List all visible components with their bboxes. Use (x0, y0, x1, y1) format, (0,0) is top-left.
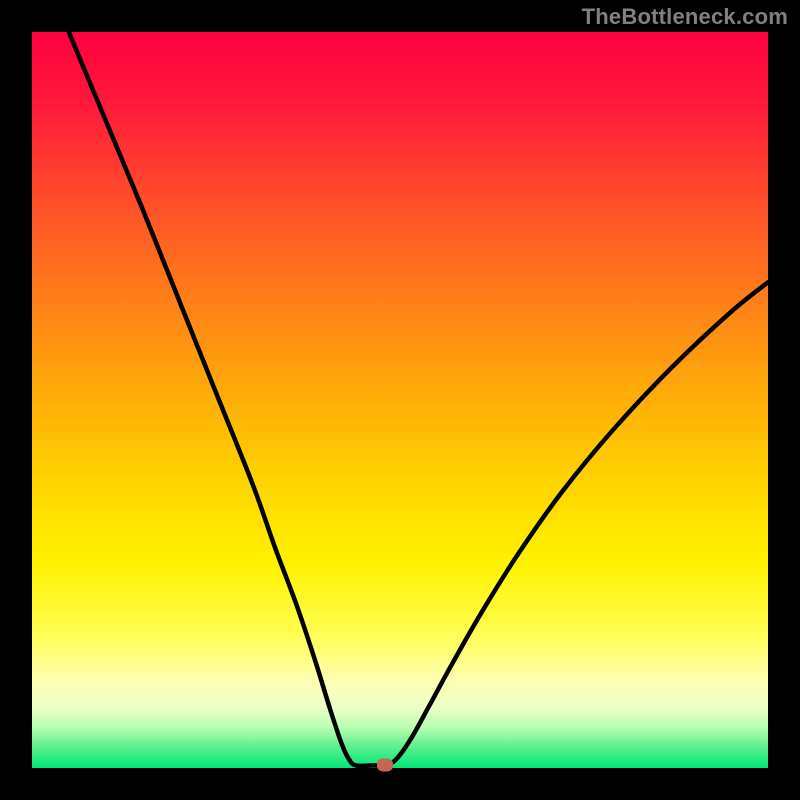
plot-area (32, 32, 768, 768)
watermark-text: TheBottleneck.com (582, 4, 788, 30)
curve-line (69, 32, 768, 766)
bottleneck-curve (32, 32, 768, 768)
optimum-marker (377, 759, 393, 772)
chart-frame: TheBottleneck.com (0, 0, 800, 800)
